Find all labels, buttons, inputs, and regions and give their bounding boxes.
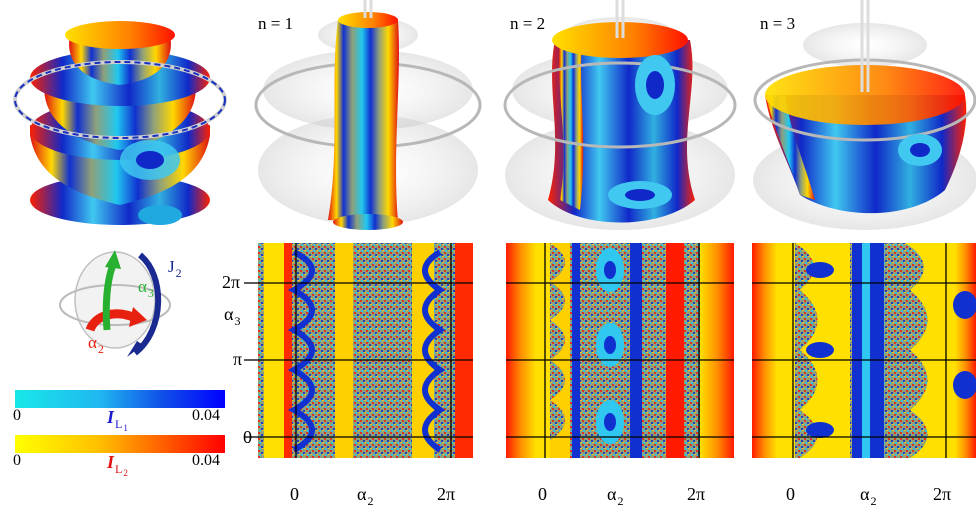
alpha2-inset-label: α2 xyxy=(88,333,104,356)
phase-map-n2 xyxy=(506,243,734,458)
x-axis-label-n2: α2 xyxy=(607,484,624,508)
y-axis-label: α3 xyxy=(224,304,241,328)
alpha3-inset-label: α3 xyxy=(138,277,154,300)
x-axis-label-n3: α2 xyxy=(860,484,877,508)
y-tick-2pi: 2π xyxy=(222,272,241,292)
torus-renders xyxy=(13,0,976,230)
alpha3-arrow xyxy=(105,250,121,269)
colorbar-l2-label: IL2 xyxy=(107,452,128,478)
colorbar-l1 xyxy=(15,390,225,408)
grid-lines xyxy=(244,243,976,458)
angle-schematic xyxy=(59,250,171,357)
colorbar-l1-min: 0 xyxy=(13,407,21,424)
x-tick-2pi-n1: 2π xyxy=(437,484,456,504)
colorbar-l2-min: 0 xyxy=(13,452,21,469)
alpha2-arrow xyxy=(129,307,147,327)
phase-map-n3 xyxy=(752,243,976,458)
j2-label: J2 xyxy=(168,257,182,280)
colorbar-l2-max: 0.04 xyxy=(192,452,220,469)
torus-n2 xyxy=(503,0,737,230)
colorbar-l2 xyxy=(15,435,225,453)
x-tick-2pi-n3: 2π xyxy=(933,484,952,504)
combined-torus xyxy=(13,21,227,225)
colorbar-l1-max: 0.04 xyxy=(192,407,220,424)
x-tick-0-n3: 0 xyxy=(786,484,795,504)
torus-n3 xyxy=(753,0,976,230)
x-tick-2pi-n2: 2π xyxy=(687,484,706,504)
phase-map-n1 xyxy=(258,243,473,458)
torus-n1 xyxy=(254,0,482,230)
y-tick-0: 0 xyxy=(243,427,252,447)
y-tick-pi: π xyxy=(233,349,243,369)
x-axis-label-n1: α2 xyxy=(357,484,374,508)
x-tick-0-n2: 0 xyxy=(538,484,547,504)
panel-label-n2: n = 2 xyxy=(510,14,546,33)
panel-label-n1: n = 1 xyxy=(258,14,294,33)
panel-label-n3: n = 3 xyxy=(760,14,796,33)
j2-arrow xyxy=(127,341,143,357)
colorbar-l1-label: IL1 xyxy=(107,407,128,433)
x-tick-0-n1: 0 xyxy=(290,484,299,504)
